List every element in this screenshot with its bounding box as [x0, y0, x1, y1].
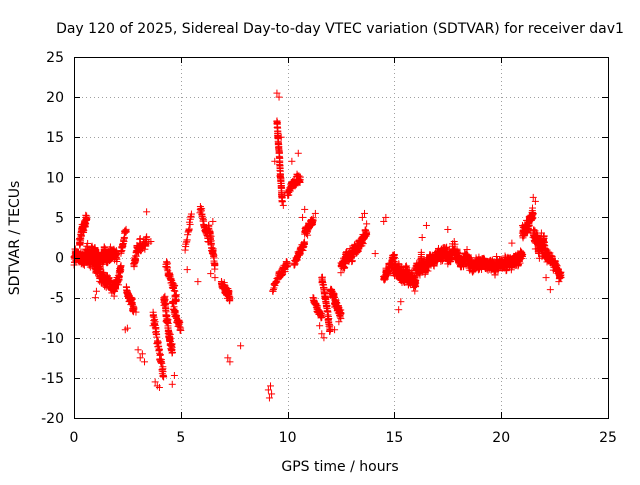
- ticks-layer: 0 5 10 15 20 25 -20 -15 -10 -5 0 5 10 15 20 25: [41, 50, 617, 446]
- data-point: [301, 205, 309, 213]
- data-point: [84, 239, 92, 247]
- data-point: [168, 380, 176, 388]
- y-axis-label: SDTVAR / TECUs: [7, 181, 23, 296]
- data-point: [316, 322, 324, 330]
- y-tick-label: -10: [41, 331, 64, 347]
- data-point: [194, 278, 202, 286]
- data-point: [331, 326, 339, 334]
- data-point: [143, 208, 151, 216]
- data-point: [226, 293, 234, 301]
- data-point: [153, 333, 161, 341]
- data-point: [418, 234, 426, 241]
- plot-frame: [74, 57, 609, 419]
- y-tick-label: -5: [50, 291, 64, 307]
- data-point: [211, 274, 219, 282]
- y-tick-label: -15: [41, 371, 64, 387]
- x-tick-label: 10: [279, 430, 297, 446]
- x-tick-label: 25: [599, 430, 617, 446]
- data-point: [83, 212, 91, 220]
- data-point: [170, 371, 178, 379]
- data-point: [299, 213, 307, 221]
- data-point: [91, 294, 99, 302]
- chart-title: Day 120 of 2025, Sidereal Day-to-day VTE…: [56, 21, 624, 37]
- data-point: [422, 221, 430, 229]
- y-tick-label: 15: [46, 130, 64, 146]
- data-point: [284, 262, 292, 270]
- x-tick-label: 5: [176, 430, 185, 446]
- data-point: [183, 266, 191, 274]
- data-point: [363, 220, 371, 228]
- data-point: [269, 285, 277, 293]
- data-point: [164, 260, 172, 268]
- data-point: [113, 255, 121, 263]
- data-point: [140, 358, 148, 366]
- data-point: [158, 359, 166, 367]
- x-tick-label: 0: [70, 430, 79, 446]
- data-point: [395, 306, 403, 314]
- data-point: [371, 250, 379, 258]
- data-point: [278, 198, 286, 206]
- data-point: [207, 270, 215, 278]
- grid-layer: [74, 57, 608, 418]
- points-layer: [70, 89, 565, 402]
- data-point: [156, 351, 164, 359]
- y-tick-label: 5: [55, 210, 64, 226]
- x-tick-label: 20: [492, 430, 510, 446]
- data-point: [296, 173, 304, 181]
- y-tick-label: 0: [55, 251, 64, 267]
- data-point: [168, 348, 176, 356]
- x-tick-label: 15: [385, 430, 403, 446]
- data-point: [170, 303, 178, 311]
- data-point: [288, 157, 296, 165]
- data-point: [542, 274, 550, 282]
- data-point: [211, 260, 219, 268]
- data-point: [185, 225, 193, 233]
- data-point: [122, 228, 130, 236]
- data-point: [134, 346, 142, 354]
- data-point: [117, 262, 125, 270]
- x-axis-label: GPS time / hours: [281, 459, 398, 475]
- data-point: [160, 373, 168, 381]
- data-point: [546, 286, 554, 294]
- data-point: [397, 298, 405, 306]
- data-point: [128, 294, 136, 302]
- data-point: [115, 276, 123, 284]
- y-tick-label: 20: [46, 90, 64, 106]
- data-point: [294, 149, 302, 157]
- y-tick-label: 10: [46, 170, 64, 186]
- data-point: [187, 210, 195, 218]
- data-point: [411, 287, 419, 295]
- data-point: [301, 238, 309, 246]
- data-point: [181, 246, 189, 254]
- data-point: [172, 291, 180, 299]
- y-tick-label: 25: [46, 50, 64, 66]
- data-point: [508, 239, 516, 247]
- data-point: [209, 217, 217, 225]
- data-point: [237, 342, 245, 350]
- data-point: [177, 324, 185, 332]
- data-point: [92, 287, 100, 295]
- y-tick-label: -20: [41, 411, 64, 427]
- data-point: [279, 201, 287, 209]
- data-point: [151, 318, 159, 326]
- data-point: [444, 225, 452, 233]
